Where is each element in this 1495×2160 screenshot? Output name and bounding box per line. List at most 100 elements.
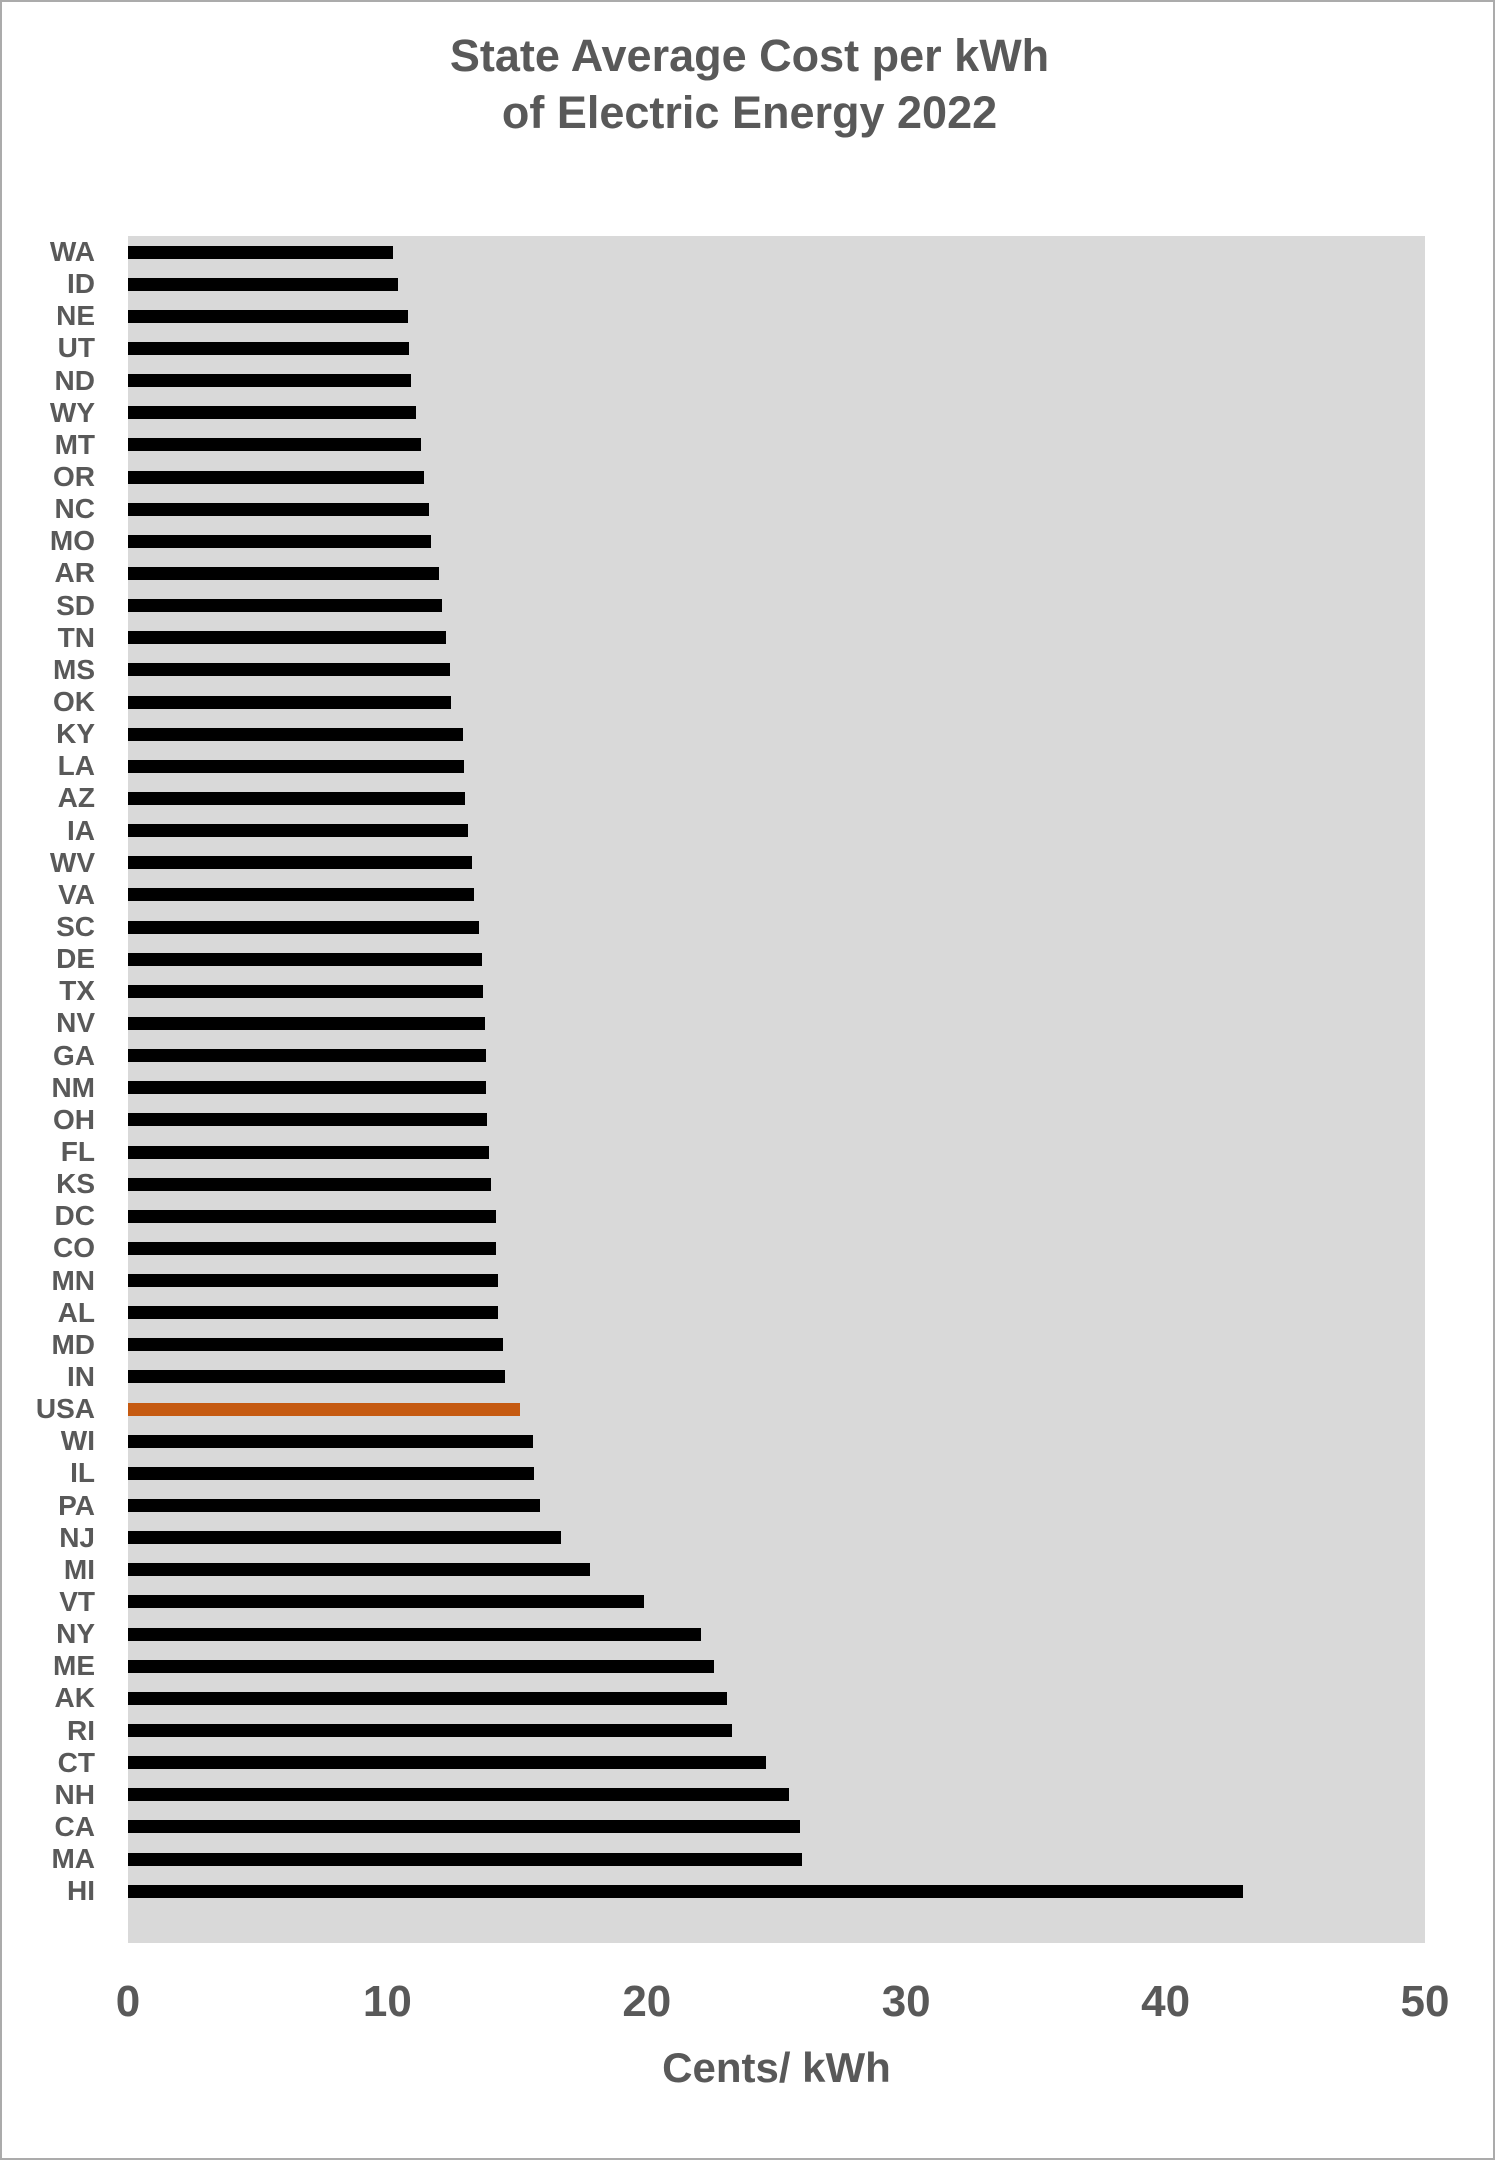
category-label: RI: [67, 1714, 95, 1746]
bar-row: LA: [58, 750, 1425, 782]
bar-row: HI: [67, 1875, 1425, 1907]
bar: [128, 245, 393, 259]
category-label: LA: [57, 750, 95, 782]
bar: [128, 1338, 503, 1352]
category-label: NC: [54, 493, 95, 525]
x-tick-label: 50: [1400, 1977, 1450, 2026]
bar-row: NE: [56, 300, 1425, 332]
bar: [128, 856, 472, 870]
category-label: ND: [54, 364, 95, 396]
bar: [128, 1691, 728, 1705]
bar: [128, 1049, 486, 1063]
bar: [128, 1724, 733, 1738]
bar: [128, 1788, 790, 1802]
bar-row: AR: [55, 557, 1425, 589]
category-label: GA: [53, 1039, 95, 1071]
bar-row: AL: [58, 1297, 1425, 1329]
bar: [128, 374, 411, 388]
category-label: IN: [67, 1360, 95, 1392]
category-label: MS: [53, 653, 95, 685]
bar-row: MA: [51, 1843, 1425, 1875]
bar-row: OK: [53, 686, 1425, 718]
bar: [128, 727, 463, 741]
bar-row: WY: [50, 397, 1425, 429]
category-label: MT: [54, 428, 95, 460]
category-label: SD: [56, 589, 95, 621]
bar-row: NM: [51, 1072, 1425, 1104]
category-label: TX: [59, 975, 95, 1007]
bar: [128, 920, 480, 934]
bar: [128, 759, 464, 773]
bar: [128, 984, 484, 998]
bar-highlight: [128, 1402, 520, 1416]
category-label: ME: [53, 1650, 95, 1682]
category-label: OR: [53, 461, 95, 493]
bar: [128, 566, 440, 580]
category-label: SC: [56, 911, 95, 943]
bar-row: NJ: [59, 1522, 1425, 1554]
chart-title: State Average Cost per kWh of Electric E…: [2, 28, 1493, 141]
bar-row: USA: [36, 1393, 1425, 1425]
category-label: IA: [67, 814, 95, 846]
bar: [128, 1434, 533, 1448]
bar-row: IA: [67, 815, 1425, 847]
bar: [128, 1241, 497, 1255]
bar: [128, 502, 429, 516]
bar-row: IN: [67, 1361, 1425, 1393]
category-label: AL: [57, 1296, 95, 1328]
bar: [128, 470, 424, 484]
bar-row: MT: [55, 429, 1425, 461]
bar-row: WI: [61, 1425, 1425, 1457]
bar: [128, 1177, 492, 1191]
bar: [128, 1466, 534, 1480]
bar: [128, 663, 450, 677]
bar: [128, 824, 468, 838]
category-label: WV: [49, 846, 95, 878]
category-label: MA: [51, 1843, 95, 1875]
x-tick-label: 10: [362, 1977, 412, 2026]
category-label: MO: [49, 525, 95, 557]
bar-row: RI: [67, 1714, 1425, 1746]
bar: [128, 1531, 562, 1545]
bar: [128, 1081, 486, 1095]
bar: [128, 1016, 485, 1030]
bar-row: CO: [53, 1232, 1425, 1264]
category-label: VT: [59, 1585, 95, 1617]
bar-row: NV: [56, 1007, 1425, 1039]
category-label: CO: [53, 1232, 95, 1264]
bar-row: MN: [51, 1265, 1425, 1297]
chart-title-line2: of Electric Energy 2022: [501, 86, 998, 138]
bar: [128, 1563, 590, 1577]
category-label: AK: [54, 1682, 95, 1714]
bar: [128, 1884, 1244, 1898]
bar-row: MI: [64, 1554, 1425, 1586]
bar-row: TN: [58, 622, 1425, 654]
bar-row: UT: [58, 332, 1425, 364]
bar-row: FL: [61, 1136, 1425, 1168]
bar-row: DE: [56, 943, 1425, 975]
bar-row: VT: [59, 1586, 1425, 1618]
category-label: AZ: [57, 782, 95, 814]
bar: [128, 599, 442, 613]
category-label: NJ: [59, 1521, 95, 1553]
bar-row: KY: [56, 718, 1425, 750]
bar: [128, 695, 451, 709]
category-label: NE: [56, 300, 95, 332]
bar: [128, 1756, 767, 1770]
bar-row: WV: [50, 847, 1425, 879]
bar: [128, 1627, 702, 1641]
bar-row: WA: [50, 236, 1425, 268]
bar: [128, 1145, 489, 1159]
category-label: ID: [67, 268, 95, 300]
bar: [128, 631, 446, 645]
bar-row: DC: [55, 1200, 1425, 1232]
bar-row: ID: [67, 268, 1425, 300]
bar: [128, 1306, 498, 1320]
bar-row: MS: [53, 654, 1425, 686]
bar: [128, 1274, 498, 1288]
category-label: DC: [54, 1200, 95, 1232]
bar-row: NY: [56, 1618, 1425, 1650]
category-label: NV: [56, 1007, 95, 1039]
category-label: NH: [54, 1778, 95, 1810]
